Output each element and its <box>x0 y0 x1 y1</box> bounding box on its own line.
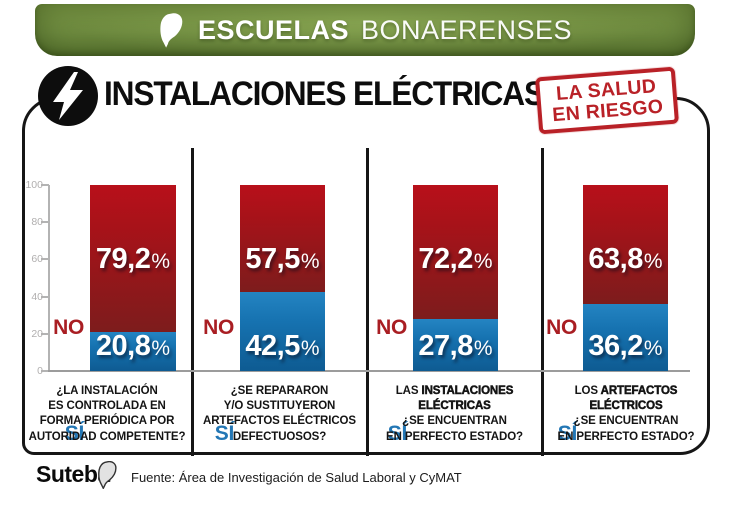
series-label-no: NO <box>203 316 234 339</box>
axis-tick <box>41 184 49 186</box>
chart-baseline <box>192 370 367 372</box>
axis-tick <box>41 333 49 335</box>
header-banner: ESCUELAS BONAERENSES <box>35 4 695 56</box>
chart-baseline <box>542 370 690 372</box>
chart-plot-area: 79,2% 20,8% NO SÍ <box>22 185 192 445</box>
banner-title: ESCUELAS BONAERENSES <box>198 15 572 46</box>
value-label-no: 72,2% <box>418 243 493 275</box>
stacked-bar: 57,5% 42,5% <box>240 185 325 371</box>
y-tick-label: 40 <box>31 291 43 303</box>
stacked-bar: 79,2% 20,8% <box>90 185 176 371</box>
chart-cell-estado-instalaciones: 72,2% 27,8% NO SÍ LAS INSTALACIONES ELÉC… <box>367 97 542 455</box>
axis-tick <box>41 258 49 260</box>
axis-tick <box>41 221 49 223</box>
bar-segment-si <box>90 332 176 371</box>
suteba-logo: Suteba <box>36 461 110 487</box>
chart-cell-inspeccion-periodica: 100 80 60 40 20 0 79,2% 20,8% NO SÍ ¿LA … <box>22 97 192 455</box>
series-label-no: NO <box>53 316 84 339</box>
series-label-si: SÍ <box>214 422 235 445</box>
question-label: LOS ARTEFACTOS ELÉCTRICOS ¿SE ENCUENTRAN… <box>557 385 695 443</box>
axis-tick <box>41 370 49 372</box>
percent-sign: % <box>151 337 171 360</box>
percent-sign: % <box>473 337 493 360</box>
bar-segment-no <box>413 185 498 320</box>
percent-sign: % <box>300 337 320 360</box>
value-label-si: 42,5% <box>245 330 320 362</box>
value-label-no: 79,2% <box>95 243 171 275</box>
value-label-si: 27,8% <box>418 330 493 362</box>
bar-segment-no <box>90 185 176 333</box>
lightning-bolt-icon <box>38 66 98 126</box>
value-label-si: 20,8% <box>95 330 171 362</box>
banner-title-bold: ESCUELAS <box>197 14 349 45</box>
y-tick-label: 80 <box>31 216 43 228</box>
y-tick-label: 20 <box>31 328 43 340</box>
page-title: INSTALACIONES ELÉCTRICAS <box>104 75 545 113</box>
y-tick-label: 60 <box>31 253 43 265</box>
chart-plot-area: 63,8% 36,2% NO SÍ <box>542 185 710 445</box>
series-label-no: NO <box>546 316 577 339</box>
value-label-no: 63,8% <box>588 243 663 275</box>
stacked-bar: 72,2% 27,8% <box>413 185 498 371</box>
bar-segment-no <box>583 185 668 304</box>
column-divider <box>366 148 369 456</box>
bar-segment-no <box>240 185 325 292</box>
percent-sign: % <box>643 250 663 273</box>
question-label: LAS INSTALACIONES ELÉCTRICAS ¿SE ENCUENT… <box>386 385 523 443</box>
series-label-no: NO <box>376 316 407 339</box>
axis-tick <box>41 296 49 298</box>
bar-segment-si <box>413 319 498 371</box>
y-tick-label: 0 <box>37 365 43 377</box>
chart-baseline <box>48 370 192 372</box>
buenos-aires-province-icon <box>160 12 183 48</box>
question-label: ¿LA INSTALACIÓN ES CONTROLADA EN FORMA P… <box>28 385 186 443</box>
bar-segment-si <box>240 291 325 371</box>
chart-baseline <box>367 370 542 372</box>
percent-sign: % <box>643 337 663 360</box>
chart-plot-area: 57,5% 42,5% NO SÍ <box>192 185 367 445</box>
percent-sign: % <box>151 250 171 273</box>
source-text: Fuente: Área de Investigación de Salud L… <box>131 470 462 485</box>
series-label-si: SÍ <box>64 422 85 445</box>
banner-title-light: BONAERENSES <box>360 14 573 45</box>
percent-sign: % <box>473 250 493 273</box>
value-label-si: 36,2% <box>588 330 663 362</box>
suteba-flag-icon <box>98 461 117 489</box>
percent-sign: % <box>300 250 320 273</box>
chart-cell-estado-artefactos: 63,8% 36,2% NO SÍ LOS ARTEFACTOS ELÉCTRI… <box>542 97 710 455</box>
chart-cell-reparacion-artefactos: 57,5% 42,5% NO SÍ ¿SE REPARARON Y/O SUST… <box>192 97 367 455</box>
question-label: ¿SE REPARARON Y/O SUSTITUYERON ARTEFACTO… <box>203 385 356 443</box>
y-tick-label: 100 <box>25 179 43 191</box>
column-divider <box>541 148 544 456</box>
series-label-si: SÍ <box>387 422 408 445</box>
value-label-no: 57,5% <box>245 243 320 275</box>
stacked-bar: 63,8% 36,2% <box>583 185 668 371</box>
column-divider <box>191 148 194 456</box>
bar-segment-si <box>583 303 668 371</box>
chart-plot-area: 72,2% 27,8% NO SÍ <box>367 185 542 445</box>
y-axis-line <box>48 185 50 372</box>
series-label-si: SÍ <box>557 422 578 445</box>
